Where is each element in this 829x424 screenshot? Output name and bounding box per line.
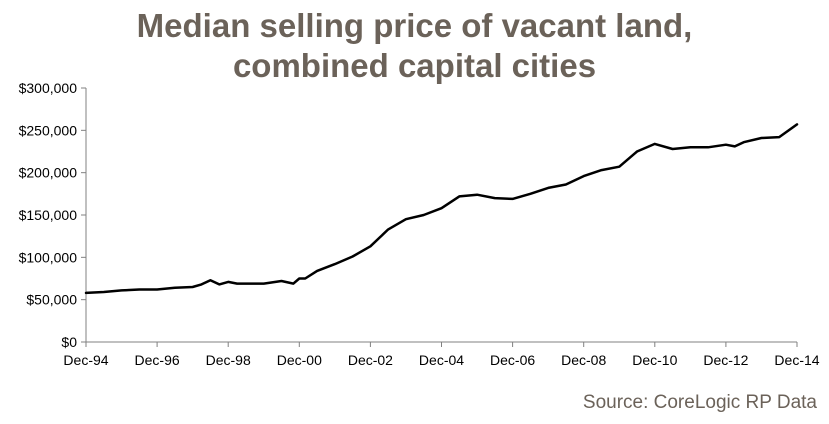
chart-title-line-2: combined capital cities bbox=[232, 47, 597, 84]
y-tick-label: $150,000 bbox=[19, 207, 78, 223]
y-tick-label: $300,000 bbox=[19, 80, 78, 96]
x-tick-label: Dec-06 bbox=[490, 352, 535, 368]
y-tick-label: $200,000 bbox=[19, 165, 78, 181]
x-tick-label: Dec-00 bbox=[277, 352, 322, 368]
x-axis-ticks: Dec-94 Dec-96 Dec-98 Dec-00 Dec-02 Dec-04 Dec-… bbox=[63, 342, 820, 368]
x-tick-label: Dec-98 bbox=[206, 352, 251, 368]
chart-title-line-1: Median selling price of vacant land, bbox=[136, 7, 693, 44]
x-tick-label: Dec-96 bbox=[135, 352, 180, 368]
y-tick-label: $0 bbox=[61, 334, 77, 350]
x-tick-label: Dec-08 bbox=[561, 352, 606, 368]
x-tick-label: Dec-94 bbox=[63, 352, 108, 368]
x-tick-label: Dec-14 bbox=[774, 352, 819, 368]
x-tick-label: Dec-02 bbox=[348, 352, 393, 368]
chart-title: Median selling price of vacant land, com… bbox=[0, 6, 829, 86]
x-tick-label: Dec-04 bbox=[419, 352, 464, 368]
y-tick-label: $100,000 bbox=[19, 249, 78, 265]
x-tick-label: Dec-10 bbox=[632, 352, 677, 368]
x-tick-label: Dec-12 bbox=[703, 352, 748, 368]
series-layer bbox=[84, 123, 799, 295]
y-axis-ticks: $0 $50,000 $100,000 $150,000 $200,000 $250,00… bbox=[19, 80, 86, 350]
y-tick-label: $50,000 bbox=[26, 292, 77, 308]
series-line-0 bbox=[84, 123, 799, 295]
y-tick-label: $250,000 bbox=[19, 122, 78, 138]
source-note: Source: CoreLogic RP Data bbox=[582, 392, 817, 413]
